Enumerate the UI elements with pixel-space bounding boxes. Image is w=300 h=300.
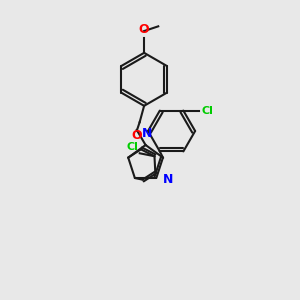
Text: O: O [131,129,142,142]
Text: O: O [139,23,149,36]
Text: Cl: Cl [201,106,213,116]
Text: Cl: Cl [126,142,138,152]
Text: N: N [142,127,152,140]
Text: N: N [163,173,173,186]
